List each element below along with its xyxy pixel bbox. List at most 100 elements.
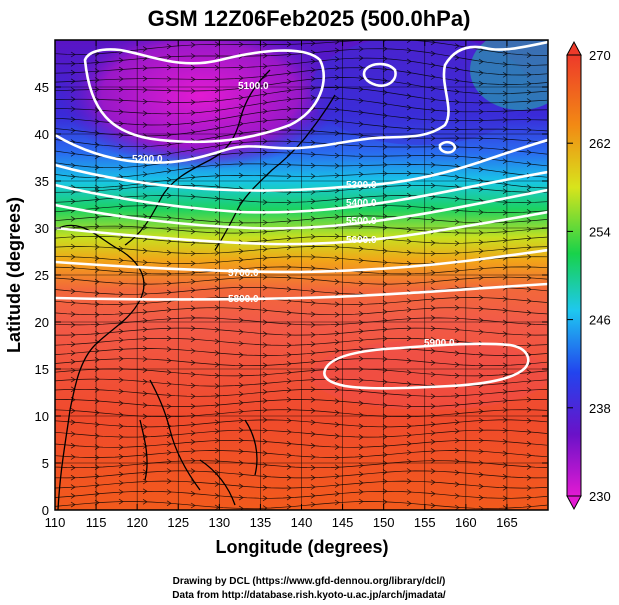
streamline-arrow [238,437,244,444]
streamline-arrow [70,332,76,338]
streamline-arrow [406,203,412,210]
streamline-arrow [382,46,388,52]
streamline-arrow [454,402,460,408]
streamline-arrow [262,41,268,48]
streamline-arrow [286,309,292,316]
cold-core-shading [60,40,340,170]
streamline-arrow [526,127,532,133]
streamline-arrow [382,193,388,199]
streamline-arrow [238,382,244,388]
streamline-arrow [406,144,412,150]
warm-tongue-shading [470,40,548,110]
streamline-arrow [286,218,292,224]
high-shading [310,340,548,410]
streamline-arrow [310,431,316,437]
streamline-arrow [334,339,340,345]
streamline-arrow [430,162,436,168]
contour-5400 [55,170,548,214]
streamline-arrow [118,400,124,406]
streamline-arrow [70,474,76,481]
streamline-arrow [430,491,436,497]
streamline-arrow [382,424,388,430]
streamline-arrow [70,484,76,490]
streamline-arrow [454,78,460,84]
streamline-arrow [358,121,364,127]
streamline-arrow [310,276,316,283]
streamline-arrow [334,421,340,428]
streamline-arrow [310,300,316,306]
streamline-arrow [262,438,268,445]
streamline-arrow [382,309,388,315]
streamline [55,501,548,509]
streamline-arrow [286,41,292,48]
streamline-arrow [142,98,148,105]
streamline-arrow [430,205,436,212]
streamline-arrow [262,228,268,235]
streamline-arrow [406,125,412,132]
streamline-arrow [334,74,340,81]
streamline-arrow [310,85,316,91]
streamline-arrow [526,485,532,491]
streamline-arrow [382,77,388,84]
streamline-arrow [118,132,124,139]
streamline-arrow [214,219,220,225]
streamline-arrow [262,246,268,252]
streamline-arrow [454,66,460,73]
colorbar-ticks: 230 238 246 254 262 270 [567,48,611,504]
streamline-arrow [166,53,172,60]
streamline-arrow [238,391,244,397]
streamline-arrow [406,306,412,313]
streamline-arrow [334,118,340,125]
streamline-arrow [142,75,148,82]
streamline [55,48,548,66]
colorbar-tick-label: 254 [589,224,611,239]
streamline-arrow [70,322,76,328]
streamline-arrow [358,194,364,200]
x-tick-label: 130 [208,515,230,530]
streamline-arrow [334,464,340,470]
streamline-arrow [310,454,316,460]
streamline-arrow [190,42,196,48]
streamline-arrow [430,430,436,436]
streamline-arrow [478,117,484,124]
streamline-arrow [190,119,196,126]
streamline-arrow [526,342,532,348]
streamline-arrow [214,230,220,236]
streamline-arrow [70,243,76,250]
streamline-arrow [382,451,388,458]
streamline-arrow [238,64,244,71]
streamline-arrow [454,304,460,311]
streamline-arrow [334,47,340,54]
streamline-arrow [334,84,340,91]
streamline-arrow [382,488,388,495]
streamline-arrow [358,423,364,430]
streamline-arrow [526,161,532,167]
streamline-arrow [286,61,292,67]
streamline [55,77,548,95]
streamline-arrow [142,300,148,306]
x-tick-label: 150 [373,515,395,530]
streamline-arrow [190,228,196,235]
streamline-arrow [358,377,364,383]
credit-data: Data from http://database.rish.kyoto-u.a… [172,590,446,601]
streamline-arrow [430,62,436,68]
streamline-arrow [262,331,268,337]
streamline-arrow [382,478,388,485]
streamline-arrow [214,65,220,71]
streamline-arrow [118,328,124,335]
streamline-arrow [214,133,220,140]
streamline-arrow [70,300,76,306]
streamline-arrow [166,346,172,352]
streamline-arrow [142,248,148,254]
streamline-arrow [166,168,172,174]
contour-label-5800: 5800.0 [228,294,259,305]
streamline-arrow [406,280,412,287]
streamline-arrow [382,224,388,231]
streamline-arrow [166,369,172,376]
streamline [55,97,548,115]
streamline-arrow [334,482,340,488]
streamline-arrow [406,238,412,245]
streamline-arrow [286,485,292,491]
streamline-arrow [406,58,412,65]
streamline-arrow [70,78,76,85]
